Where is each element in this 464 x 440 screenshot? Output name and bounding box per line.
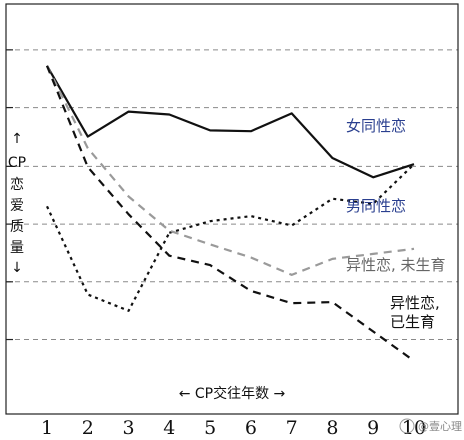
x-tick-label-8: 8 bbox=[326, 417, 338, 439]
y-label-char-1: ↑ bbox=[11, 131, 23, 147]
y-label-char-4: 爱 bbox=[10, 198, 24, 214]
y-label-char-3: 恋 bbox=[10, 176, 24, 193]
y-label-char-5: 质 bbox=[10, 219, 24, 235]
series-label-2: 男同性恋 bbox=[346, 197, 406, 215]
x-tick-label-7: 7 bbox=[286, 417, 298, 439]
watermark: @壹心理 bbox=[399, 418, 462, 434]
watermark-text: @壹心理 bbox=[418, 420, 462, 433]
x-tick-label-5: 5 bbox=[204, 417, 216, 439]
x-tick-label-3: 3 bbox=[123, 417, 135, 439]
x-tick-label-2: 2 bbox=[82, 417, 94, 439]
series-line-1 bbox=[46, 65, 415, 179]
y-label-char-6: 量 bbox=[10, 240, 24, 256]
series-line-4 bbox=[45, 65, 415, 362]
series-line-3 bbox=[46, 65, 415, 276]
x-tick-label-1: 1 bbox=[41, 417, 53, 439]
x-axis-label: ← CP交往年数 → bbox=[179, 385, 286, 402]
y-label-char-7: ↓ bbox=[11, 260, 23, 276]
series-label-3: 异性恋, 未生育 bbox=[346, 256, 446, 274]
plot-frame bbox=[5, 3, 459, 415]
gridlines bbox=[6, 49, 458, 341]
y-label-char-2: CP bbox=[8, 155, 26, 171]
series-lines bbox=[45, 65, 415, 362]
series-line-2 bbox=[168, 163, 415, 234]
x-tick-label-9: 9 bbox=[367, 417, 379, 439]
x-tick-label-6: 6 bbox=[245, 417, 257, 439]
watermark-logo-icon bbox=[399, 418, 415, 434]
series-label-1: 女同性恋 bbox=[346, 117, 406, 135]
x-tick-label-4: 4 bbox=[163, 417, 175, 439]
series-label-4: 异性恋,已生育 bbox=[390, 294, 440, 331]
x-tick-labels: 1 2 3 4 5 6 7 8 9 10 bbox=[41, 417, 426, 439]
series-line-5 bbox=[46, 205, 171, 312]
